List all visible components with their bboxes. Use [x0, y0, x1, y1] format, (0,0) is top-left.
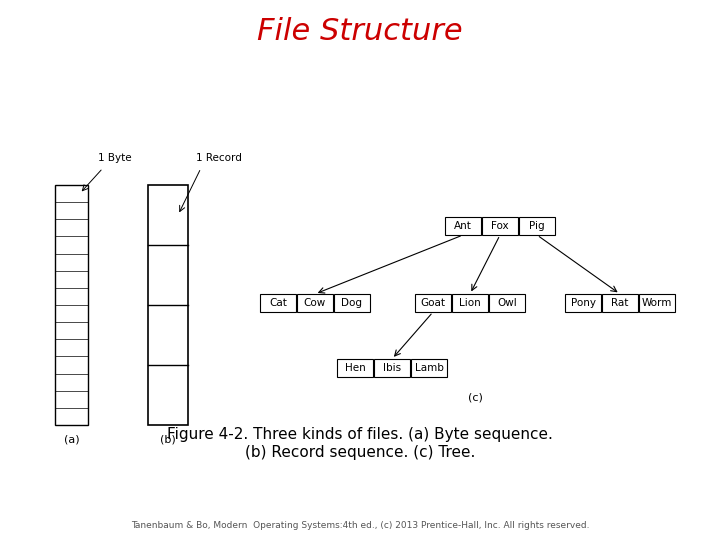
Text: Tanenbaum & Bo, Modern  Operating Systems:4th ed., (c) 2013 Prentice-Hall, Inc. : Tanenbaum & Bo, Modern Operating Systems… — [131, 521, 589, 530]
Text: Lamb: Lamb — [415, 363, 444, 373]
Text: Dog: Dog — [341, 298, 362, 308]
Bar — [297, 294, 333, 312]
Bar — [415, 294, 451, 312]
Text: Lion: Lion — [459, 298, 481, 308]
Text: (b): (b) — [160, 434, 176, 444]
Text: Rat: Rat — [611, 298, 629, 308]
Text: Goat: Goat — [420, 298, 446, 308]
Text: 1 Record: 1 Record — [196, 153, 242, 163]
Text: (c): (c) — [467, 392, 482, 402]
Text: (b) Record sequence. (c) Tree.: (b) Record sequence. (c) Tree. — [245, 444, 475, 460]
Text: Hen: Hen — [345, 363, 365, 373]
Text: (a): (a) — [63, 434, 79, 444]
Text: 1 Byte: 1 Byte — [98, 153, 132, 163]
Text: Cat: Cat — [269, 298, 287, 308]
Bar — [337, 359, 373, 377]
Text: Pony: Pony — [570, 298, 595, 308]
Bar — [148, 185, 188, 425]
Bar — [374, 359, 410, 377]
Bar — [445, 217, 481, 235]
Bar — [602, 294, 638, 312]
Bar — [639, 294, 675, 312]
Bar — [55, 185, 88, 425]
Bar — [411, 359, 447, 377]
Text: Pig: Pig — [529, 221, 545, 231]
Bar — [482, 217, 518, 235]
Text: Figure 4-2. Three kinds of files. (a) Byte sequence.: Figure 4-2. Three kinds of files. (a) By… — [167, 428, 553, 442]
Text: Ant: Ant — [454, 221, 472, 231]
Bar — [334, 294, 370, 312]
Bar — [489, 294, 525, 312]
Text: Cow: Cow — [304, 298, 326, 308]
Text: Worm: Worm — [642, 298, 672, 308]
Bar — [519, 217, 555, 235]
Text: Owl: Owl — [497, 298, 517, 308]
Text: Fox: Fox — [491, 221, 509, 231]
Bar — [565, 294, 601, 312]
Bar — [260, 294, 296, 312]
Text: File Structure: File Structure — [257, 17, 463, 46]
Text: Ibis: Ibis — [383, 363, 401, 373]
Bar — [452, 294, 488, 312]
